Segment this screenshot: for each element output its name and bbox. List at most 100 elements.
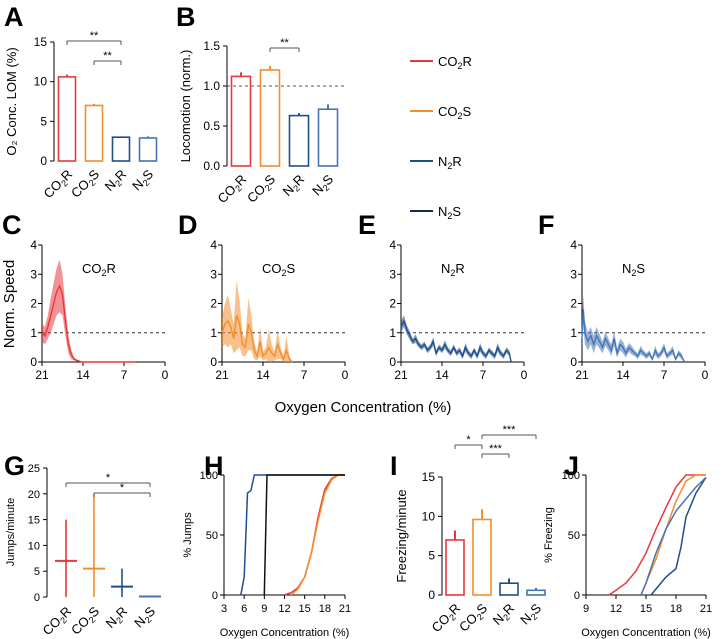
panel-c-title: CO2R	[82, 261, 116, 278]
panel-i-category-n2r-label: N2R	[490, 601, 519, 630]
panel-c-mean-line	[41, 284, 136, 363]
panel-i-bar-n2s	[526, 589, 546, 596]
legend-label-main: CO	[438, 54, 458, 69]
panel-c-y-tick-label: 4	[30, 238, 37, 252]
panel-d-y-tick-label: 2	[210, 297, 217, 311]
panel-f-title: N2S	[622, 261, 645, 278]
panel-e-y-tick-label: 1	[389, 326, 396, 340]
panel-h-x-title: Oxygen Concentration (%)	[220, 627, 350, 639]
panel-f-x-tick-label: 21	[575, 368, 589, 382]
legend-label-n2s: N2S	[438, 204, 461, 221]
panel-a-category-co2r-label: CO2R	[41, 167, 77, 203]
panel-g-category-n2r-label: N2R	[103, 604, 132, 633]
panel-c-x-tick-label: 14	[76, 368, 90, 382]
panel-label-i: I	[390, 451, 398, 481]
panel-c-sem-band	[42, 259, 136, 362]
panel-f-y-tick-label: 1	[570, 326, 577, 340]
panel-i-category-co2r-label: CO2R	[429, 601, 465, 637]
panel-g-y-tick-label: 20	[28, 489, 40, 501]
panel-a-bar-n2r	[111, 136, 131, 162]
panel-h-x-tick-label: 6	[241, 603, 247, 615]
label-subscript: 2	[475, 612, 486, 623]
panel-e-y-tick-label: 4	[389, 238, 396, 252]
panel-g-category-n2s-label: N2S	[131, 603, 160, 632]
panel-d-title: CO2S	[262, 261, 296, 278]
panel-h-y-tick-label: 0	[212, 590, 218, 602]
label-subscript: 2	[447, 612, 458, 623]
label-subscript: 2	[501, 612, 512, 623]
panel-e-sem-band	[401, 315, 512, 362]
title-tail: R	[107, 261, 116, 276]
panel-f-y-tick-label: 0	[570, 355, 577, 369]
panel-b-bar-co2r	[230, 75, 252, 167]
panel-h-x-tick-label: 9	[261, 603, 267, 615]
panel-j-series-co2r	[608, 474, 706, 596]
panel-b-y-tick-label: 0.5	[203, 119, 220, 133]
panel-j-x-tick-label: 18	[670, 603, 682, 615]
panel-h-x-tick-label: 3	[221, 603, 227, 615]
legend-label-co2s: CO2S	[438, 104, 472, 121]
panel-i-significance-label: *	[466, 434, 471, 446]
panel-h-y-tick-label: 50	[206, 530, 218, 542]
panel-h-series-n2r	[240, 474, 345, 596]
label-subscript: 2	[59, 178, 70, 189]
label-subscript: 2	[58, 615, 69, 626]
panel-a-category-co2s-label: CO2S	[68, 166, 104, 202]
panel-c-y-tick-label: 0	[30, 355, 37, 369]
panel-i-y-tick-label: 5	[428, 549, 435, 563]
panel-a-y-tick-label: 10	[34, 75, 48, 89]
panel-i-category-co2s-label: CO2S	[456, 600, 492, 636]
panel-a-category-n2s-label: N2S	[129, 166, 158, 195]
panel-label-e: E	[358, 210, 376, 240]
panel-a-y-tick-label: 0	[40, 154, 47, 168]
legend-label-main: N	[438, 204, 447, 219]
label-subscript: 2	[113, 178, 124, 189]
panel-a-category-n2r-label: N2R	[102, 167, 131, 196]
panel-j-y-tick-label: 50	[568, 530, 580, 542]
panel-c-y-tick-label: 3	[30, 267, 37, 281]
panel-e-y-tick-label: 2	[389, 297, 396, 311]
panel-a-significance-label: **	[90, 30, 99, 42]
label-subscript: 2	[233, 183, 244, 194]
panel-h-x-tick-label: 15	[299, 603, 311, 615]
panel-b-category-co2s-label: CO2S	[244, 171, 280, 207]
panel-j-series-n2r	[650, 476, 707, 596]
panel-e-y-tick-label: 3	[389, 267, 396, 281]
title-subscript: 2	[282, 268, 287, 278]
panel-g-y-title: Jumps/minute	[5, 498, 17, 566]
panel-d-y-tick-label: 0	[210, 355, 217, 369]
panel-j-x-tick-label: 9	[583, 603, 589, 615]
panel-label-j: J	[564, 451, 579, 481]
panel-j-series-n2s	[640, 476, 707, 596]
panel-b-significance-label: **	[280, 37, 289, 49]
panel-e-x-tick-label: 0	[521, 368, 528, 382]
panel-label-g: G	[4, 451, 25, 481]
panel-j-x-tick-label: 15	[640, 603, 652, 615]
panel-a-y-title: O₂ Conc. LOM (%)	[4, 47, 19, 155]
legend-label-subscript: 2	[458, 111, 463, 121]
panel-h-x-tick-label: 21	[339, 603, 351, 615]
panel-g-y-tick-label: 25	[28, 463, 40, 475]
panel-b-category-n2r-label: N2R	[280, 172, 309, 201]
panel-e-x-tick-label: 7	[480, 368, 487, 382]
panel-f-mean-line	[581, 309, 686, 363]
panel-c-y-tick-label: 2	[30, 297, 37, 311]
panel-b-bar-n2r	[288, 114, 310, 167]
panel-b-y-tick-label: 1.0	[203, 79, 220, 93]
panel-label-b: B	[176, 2, 196, 32]
legend-label-subscript: 2	[447, 161, 452, 171]
label-subscript: 2	[114, 615, 125, 626]
label-subscript: 2	[87, 178, 98, 189]
panel-label-h: H	[204, 451, 224, 481]
panel-g-significance-label: *	[120, 482, 125, 494]
panel-d-y-tick-label: 4	[210, 238, 217, 252]
panel-g-y-tick-label: 10	[28, 540, 40, 552]
label-subscript: 2	[529, 612, 540, 623]
title-tail: R	[455, 261, 464, 276]
panel-label-d: D	[178, 210, 198, 240]
legend-label-n2r: N2R	[438, 154, 462, 171]
title-main: N	[441, 261, 450, 276]
panel-g-category-co2s-label: CO2S	[68, 603, 104, 639]
panel-d-mean-line	[221, 314, 293, 363]
